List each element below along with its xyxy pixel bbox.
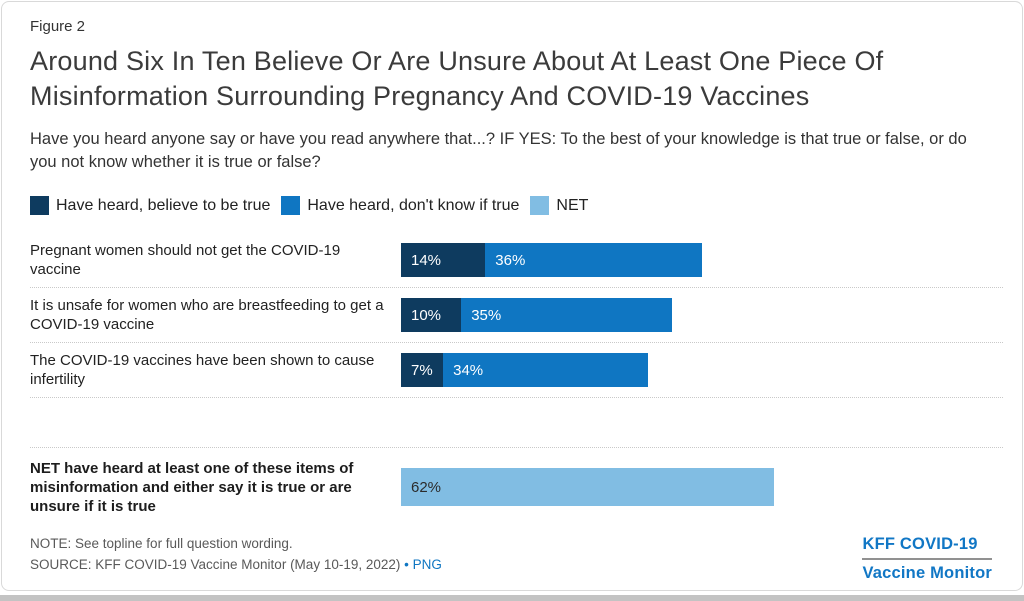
legend-item-net: NET (530, 196, 588, 215)
bar-track: 10% 35% (401, 298, 1003, 332)
bar-track: 62% (401, 468, 1003, 506)
legend-swatch-dark-blue (30, 196, 49, 215)
figure-label: Figure 2 (30, 18, 86, 35)
source-text: SOURCE: KFF COVID-19 Vaccine Monitor (Ma… (30, 557, 405, 572)
bar-value-label: 10% (411, 306, 442, 324)
source-bullet: • (404, 557, 413, 572)
bar-segment-believe-true: 7% (401, 353, 444, 387)
row-category-label: Pregnant women should not get the COVID-… (30, 242, 341, 278)
legend-item-believe-true: Have heard, believe to be true (30, 196, 270, 215)
bar-value-label: 35% (471, 306, 502, 324)
bar-segment-dont-know: 35% (461, 298, 672, 332)
legend-label: Have heard, believe to be true (56, 196, 271, 214)
bar-segment-believe-true: 10% (401, 298, 462, 332)
row-category-label: The COVID-19 vaccines have been shown to… (30, 352, 375, 388)
bar-track: 14% 36% (401, 243, 1003, 277)
chart-subtitle: Have you heard anyone say or have you re… (30, 130, 967, 171)
chart-row-net: NET have heard at least one of these ite… (30, 448, 1003, 522)
bar-value-label: 34% (453, 361, 484, 379)
logo-line-1: KFF COVID-19 (862, 535, 992, 560)
kff-vaccine-monitor-logo[interactable]: KFF COVID-19 Vaccine Monitor (862, 535, 992, 583)
legend-label: NET (556, 196, 589, 214)
bar-segment-dont-know: 36% (485, 243, 702, 277)
bar-segment-net: 62% (401, 468, 775, 506)
row-spacer (30, 398, 1003, 448)
bar-chart: Pregnant women should not get the COVID-… (30, 233, 1003, 522)
legend-swatch-light-blue (530, 196, 550, 215)
bar-value-label: 62% (411, 478, 442, 496)
legend-item-dont-know: Have heard, don't know if true (281, 196, 519, 215)
chart-row-pregnant-women: Pregnant women should not get the COVID-… (30, 233, 1003, 288)
bar-value-label: 7% (411, 361, 433, 379)
bar-segment-believe-true: 14% (401, 243, 486, 277)
legend-swatch-medium-blue (281, 196, 301, 215)
chart-row-infertility: The COVID-19 vaccines have been shown to… (30, 343, 1003, 398)
bar-value-label: 36% (495, 251, 526, 269)
row-category-label: It is unsafe for women who are breastfee… (30, 297, 384, 333)
logo-line-2: Vaccine Monitor (862, 564, 992, 582)
source-line: SOURCE: KFF COVID-19 Vaccine Monitor (Ma… (30, 554, 442, 575)
bar-segment-dont-know: 34% (443, 353, 648, 387)
bar-track: 7% 34% (401, 353, 1003, 387)
chart-row-breastfeeding: It is unsafe for women who are breastfee… (30, 288, 1003, 343)
png-link[interactable]: PNG (412, 557, 442, 572)
note-line: NOTE: See topline for full question word… (30, 536, 293, 551)
footer-notes: NOTE: See topline for full question word… (30, 533, 442, 575)
bottom-edge-strip (0, 595, 1024, 601)
chart-title: Around Six In Ten Believe Or Are Unsure … (30, 46, 884, 111)
bar-value-label: 14% (411, 251, 442, 269)
chart-card: Figure 2 Around Six In Ten Believe Or Ar… (1, 1, 1023, 591)
legend: Have heard, believe to be true Have hear… (30, 196, 599, 215)
net-category-label: NET have heard at least one of these ite… (30, 459, 354, 515)
legend-label: Have heard, don't know if true (307, 196, 520, 214)
